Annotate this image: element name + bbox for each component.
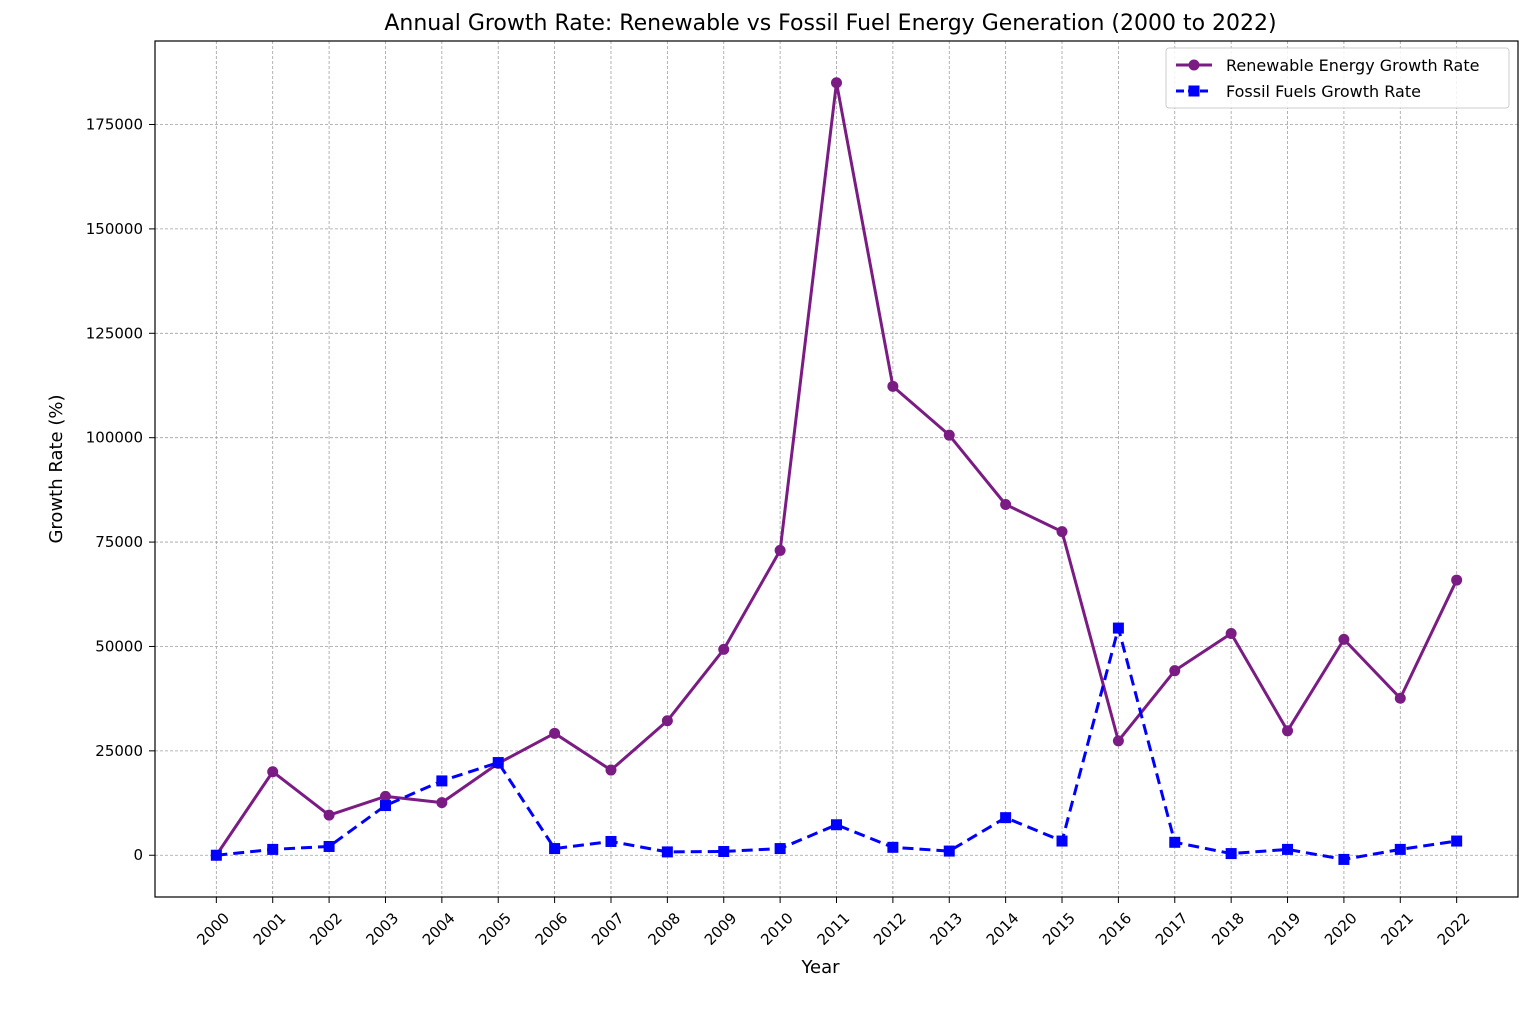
y-tick-label: 125000 <box>86 324 143 342</box>
data-point <box>774 544 786 556</box>
data-point <box>1282 725 1294 737</box>
y-tick-label: 175000 <box>86 116 143 134</box>
legend-marker <box>1188 59 1200 71</box>
data-point <box>1056 526 1068 538</box>
data-point <box>1451 574 1463 586</box>
legend-item: Fossil Fuels Growth Rate <box>1176 82 1421 101</box>
x-tick-label: 2000 <box>193 909 233 949</box>
data-point <box>605 764 617 776</box>
data-point <box>1225 848 1237 860</box>
data-point <box>1000 498 1012 510</box>
x-tick-label: 2021 <box>1377 909 1417 949</box>
y-tick-label: 100000 <box>86 429 143 447</box>
data-point <box>831 77 842 89</box>
y-tick-label: 25000 <box>95 742 143 760</box>
y-tick-label: 75000 <box>95 533 143 551</box>
y-tick-label: 50000 <box>95 637 143 655</box>
data-point <box>1169 665 1181 677</box>
legend-label: Fossil Fuels Growth Rate <box>1226 82 1421 101</box>
data-point <box>887 380 899 392</box>
data-point <box>379 790 391 802</box>
legend: Renewable Energy Growth Rate Fossil Fuels… <box>1165 47 1510 109</box>
x-tick-label: 2003 <box>363 909 403 949</box>
data-point <box>774 843 786 855</box>
data-point <box>1225 628 1237 640</box>
grid <box>155 41 1518 897</box>
data-point <box>1338 853 1350 865</box>
data-point <box>379 800 391 812</box>
x-tick-label: 2015 <box>1039 909 1079 949</box>
legend-marker <box>1188 85 1200 97</box>
y-tick-label: 0 <box>133 846 143 864</box>
data-point <box>210 849 222 861</box>
data-point <box>1394 692 1406 704</box>
data-point <box>661 715 673 727</box>
x-tick-label: 2012 <box>870 909 910 949</box>
x-tick-label: 2019 <box>1265 909 1305 949</box>
data-point <box>1112 735 1124 747</box>
x-tick-label: 2022 <box>1434 909 1474 949</box>
data-point <box>605 835 617 847</box>
data-point <box>1282 843 1294 855</box>
data-point <box>943 845 955 857</box>
data-point <box>323 809 335 821</box>
x-tick-label: 2020 <box>1321 909 1361 949</box>
data-point <box>1451 835 1463 847</box>
data-point <box>943 429 955 441</box>
x-tick-label: 2017 <box>1152 909 1192 949</box>
data-point <box>323 840 335 852</box>
data-point <box>1338 633 1350 645</box>
x-tick-label: 2013 <box>926 909 966 949</box>
x-tick-label: 2009 <box>701 909 741 949</box>
data-point <box>1169 836 1181 848</box>
y-axis-label: Growth Rate (%) <box>46 394 67 543</box>
x-tick-label: 2001 <box>250 909 290 949</box>
data-point <box>549 843 561 855</box>
data-point <box>492 757 504 769</box>
data-point <box>718 845 730 857</box>
series-renewable <box>210 77 1463 861</box>
data-point <box>718 643 730 655</box>
data-point <box>436 797 448 809</box>
data-point <box>436 775 448 787</box>
y-tick-label: 150000 <box>86 220 143 238</box>
data-point <box>661 846 673 858</box>
series-layer <box>210 77 1463 865</box>
chart-title: Annual Growth Rate: Renewable vs Fossil … <box>384 11 1276 36</box>
data-point <box>1112 622 1124 634</box>
legend-item: Renewable Energy Growth Rate <box>1176 56 1479 75</box>
x-tick-label: 2011 <box>814 909 854 949</box>
series-line <box>216 626 1457 861</box>
x-axis-label: Year <box>800 957 840 978</box>
series-fossil <box>210 622 1463 865</box>
x-tick-label: 2008 <box>644 909 684 949</box>
data-point <box>1000 812 1012 824</box>
data-point <box>267 766 279 778</box>
legend-box <box>1165 47 1510 109</box>
ticks: 2000 2001 2002 2003 2004 2005 2006 2007 2008 2009… <box>86 116 1474 949</box>
x-tick-label: 2016 <box>1095 909 1135 949</box>
data-point <box>267 843 279 855</box>
x-tick-label: 2010 <box>757 909 797 949</box>
x-tick-label: 2014 <box>983 909 1023 949</box>
data-point <box>1056 835 1068 847</box>
x-tick-label: 2006 <box>532 909 572 949</box>
x-tick-label: 2018 <box>1208 909 1248 949</box>
x-tick-label: 2002 <box>306 909 346 949</box>
x-tick-label: 2004 <box>419 909 459 949</box>
x-tick-label: 2005 <box>475 909 515 949</box>
data-point <box>1394 843 1406 855</box>
data-point <box>887 841 899 853</box>
legend-label: Renewable Energy Growth Rate <box>1226 56 1479 75</box>
data-point <box>831 819 842 831</box>
x-tick-label: 2007 <box>588 909 628 949</box>
data-point <box>549 727 561 739</box>
